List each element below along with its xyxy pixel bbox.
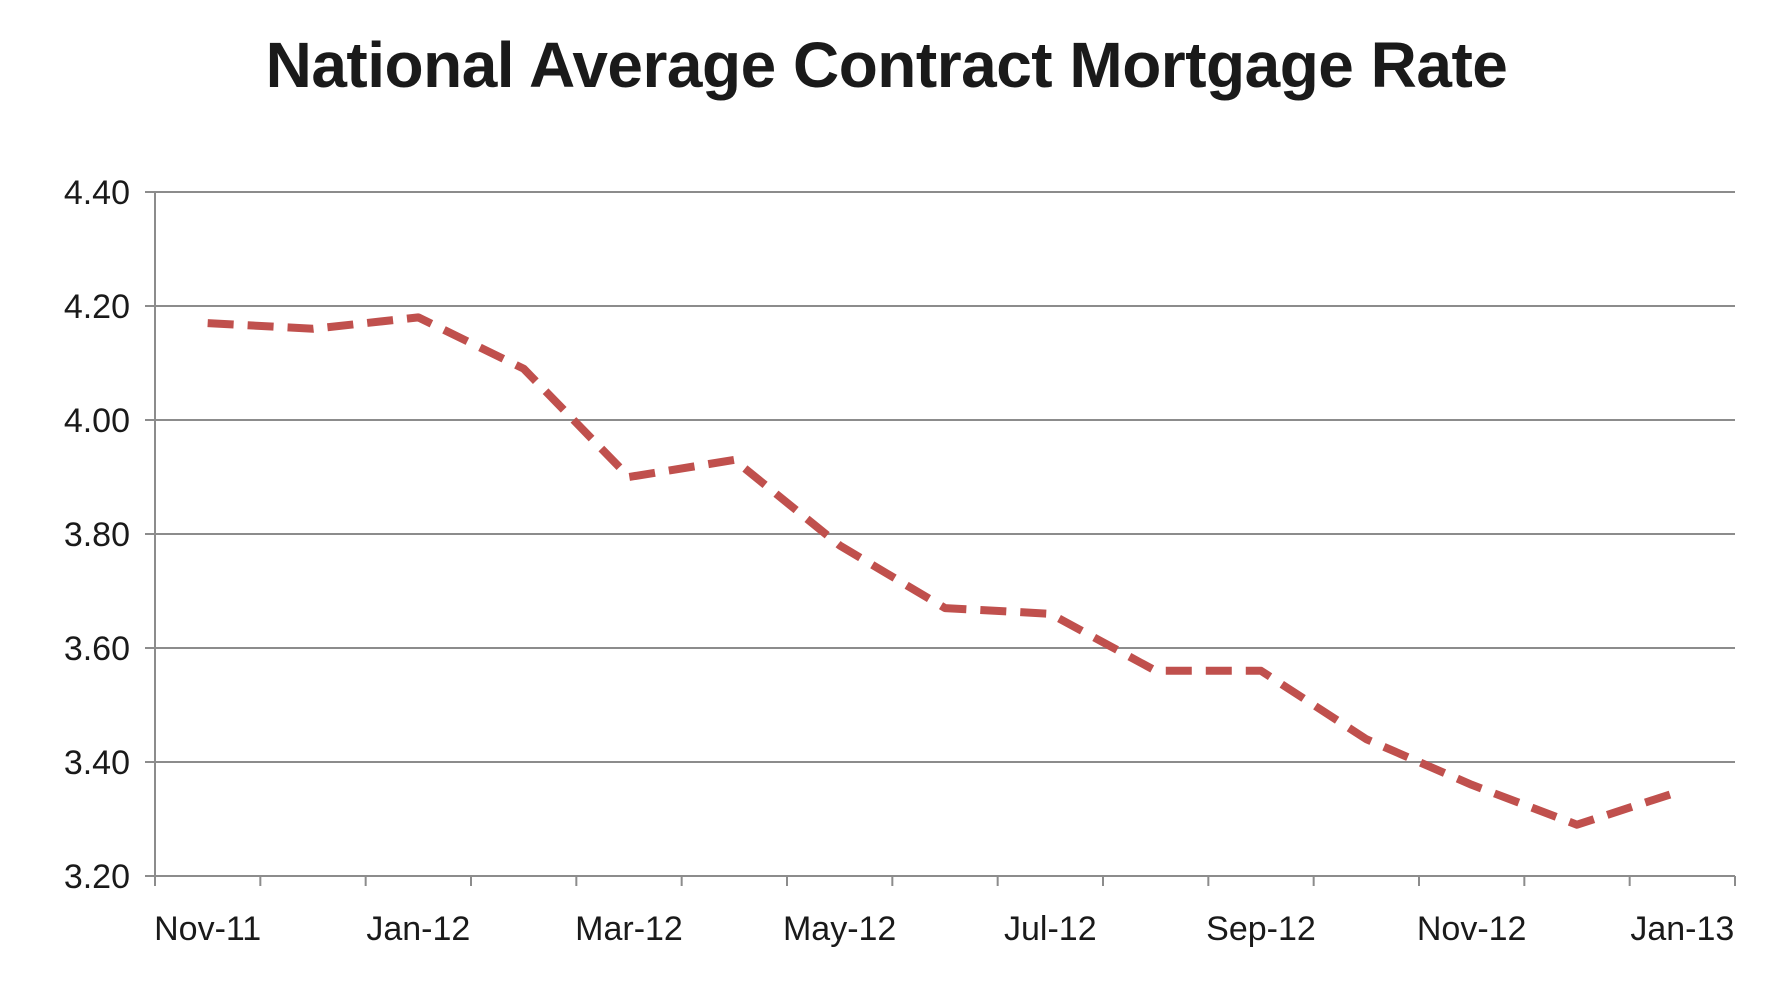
chart-title: National Average Contract Mortgage Rate [265, 29, 1508, 101]
x-tick-label: May-12 [783, 910, 896, 948]
y-tick-label: 4.00 [64, 402, 130, 440]
series-line [207, 313, 1684, 829]
x-tick-label: Nov-12 [1417, 910, 1527, 948]
x-tick-label: Jan-12 [366, 910, 470, 948]
y-tick-label: 4.20 [64, 288, 130, 326]
x-tick-label: Mar-12 [575, 910, 683, 948]
x-tick-label: Sep-12 [1206, 910, 1316, 948]
y-tick-label: 3.20 [64, 858, 130, 896]
y-tick-label: 3.40 [64, 744, 130, 782]
x-tick-label: Jan-13 [1630, 910, 1734, 948]
y-tick-label: 3.60 [64, 630, 130, 668]
x-tick-label: Nov-11 [154, 910, 261, 948]
y-tick-label: 3.80 [64, 516, 130, 554]
y-tick-label: 4.40 [64, 174, 130, 212]
x-tick-label: Jul-12 [1004, 910, 1097, 948]
